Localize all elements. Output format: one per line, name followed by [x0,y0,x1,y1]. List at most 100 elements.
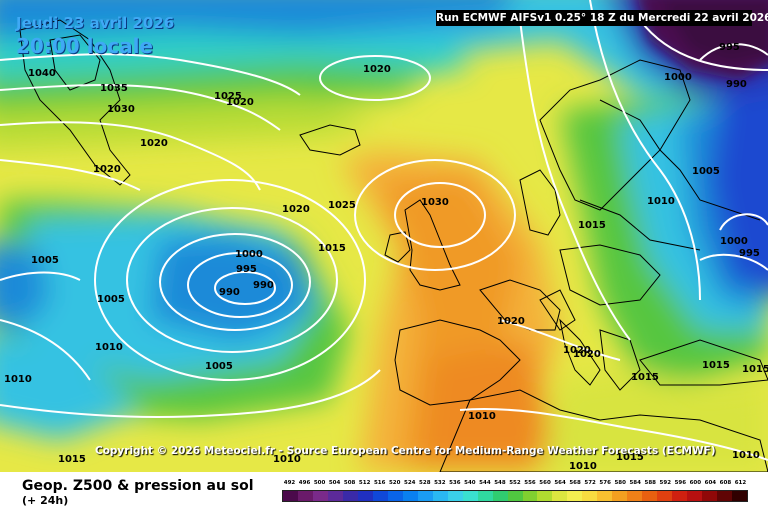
isobar-label: 1010 [569,461,597,472]
legend-swatch [597,491,613,501]
isobar-label: 1035 [100,83,128,94]
legend-value: 492 [283,480,296,486]
copyright-text: Copyright © 2026 Meteociel.fr - Source E… [95,445,716,457]
isobar-label: 1005 [205,361,233,372]
legend-value: 520 [388,480,401,486]
legend-value: 556 [524,480,536,486]
isobar-label: 1010 [647,196,675,207]
forecast-time: 20:00 locale [16,34,153,58]
map-canvas: 1040 1035 1030 1025 1020 1020 1020 1020 … [0,0,768,472]
isobar-label: 990 [253,280,274,291]
geopotential-field [0,0,768,472]
legend-swatch [417,491,433,501]
legend-value: 604 [704,480,717,486]
legend-swatch [477,491,493,501]
isobar-label: 1025 [328,200,356,211]
legend-swatch [402,491,418,501]
legend-value: 552 [509,480,521,486]
isobar-label: 1015 [742,364,768,375]
isobar-label: 1015 [631,372,659,383]
legend-swatch [447,491,463,501]
legend-value: 508 [343,480,356,486]
isobar-labels: 1040 1035 1030 1025 1020 1020 1020 1020 … [4,42,768,472]
legend-swatch [492,491,508,501]
legend-swatch [432,491,448,501]
legend-value: 544 [479,480,491,486]
isobar-label: 990 [219,287,240,298]
legend-swatch [462,491,478,501]
legend-swatch [672,491,688,501]
legend-value: 500 [313,480,326,486]
legend-value: 560 [539,480,551,486]
color-scale-legend: 492 496 500 504 508 512 516 520 524 528 532 536 540 5… [282,480,748,506]
legend-swatch [702,491,718,501]
isobar-label: 995 [236,264,257,275]
isobar-label: 1005 [97,294,125,305]
legend-value: 568 [569,480,581,486]
isobar-label: 1020 [563,345,591,356]
legend-value: 540 [464,480,476,486]
isobar-label: 1005 [31,255,59,266]
legend-labels: 492 496 500 504 508 512 516 520 524 528 532 536 540 5… [282,480,748,486]
legend-swatch [732,491,748,501]
legend-value: 572 [584,480,596,486]
isobar-label: 1010 [273,454,301,465]
legend-value: 496 [298,480,311,486]
isobar-label: 990 [726,79,747,90]
run-info-banner: Run ECMWF AIFSv1 0.25° 18 Z du Mercredi … [436,10,768,26]
legend-value: 592 [659,480,672,486]
isobar-label: 1030 [421,197,449,208]
isobar-label: 1000 [664,72,692,83]
legend-value: 536 [449,480,461,486]
isobar-label: 1025 [214,91,242,102]
legend-swatch [283,491,298,501]
legend-value: 532 [434,480,446,486]
legend-swatch [642,491,658,501]
legend-swatch [687,491,703,501]
isobar-label: 1020 [573,349,601,360]
legend-value: 516 [373,480,386,486]
isobar-label: 1015 [616,452,644,463]
legend-value: 548 [494,480,506,486]
isobar-label: 1020 [282,204,310,215]
legend-value: 528 [419,480,431,486]
coastlines [19,19,768,472]
legend-value: 612 [734,480,747,486]
legend-swatch [582,491,598,501]
legend-swatch [507,491,523,501]
isobar-label: 1005 [692,166,720,177]
isobar-label: 995 [739,248,760,259]
legend-value: 504 [328,480,341,486]
forecast-lead-time: (+ 24h) [22,494,69,507]
isobar-label: 1040 [28,68,56,79]
legend-swatch [342,491,358,501]
legend-swatch [387,491,403,501]
isobar-label: 1015 [578,220,606,231]
legend-swatch [552,491,568,501]
isobar-label: 1015 [58,454,86,465]
isobar-label: 1020 [363,64,391,75]
legend-swatch [357,491,373,501]
legend-swatch [627,491,643,501]
isobar-label: 1000 [720,236,748,247]
isobar-label: 1015 [318,243,346,254]
weather-map: 1040 1035 1030 1025 1020 1020 1020 1020 … [0,0,768,472]
isobar-label: 1020 [497,316,525,327]
legend-value: 588 [644,480,656,486]
legend-swatch [372,491,388,501]
legend-swatch [567,491,583,501]
legend-value: 580 [614,480,626,486]
legend-swatch [297,491,313,501]
legend-swatch [612,491,628,501]
legend-swatch [657,491,673,501]
isobar-label: 1020 [93,164,121,175]
legend-value: 584 [629,480,641,486]
isobar-label: 1010 [732,450,760,461]
isobar-label: 1010 [4,374,32,385]
forecast-date: Jeudi 23 avril 2026 [16,14,175,32]
isobar-label: 1000 [235,249,263,260]
legend-swatch [717,491,733,501]
legend-value: 600 [689,480,702,486]
isobar-label: 1020 [140,138,168,149]
isobar-label: 995 [719,42,740,53]
